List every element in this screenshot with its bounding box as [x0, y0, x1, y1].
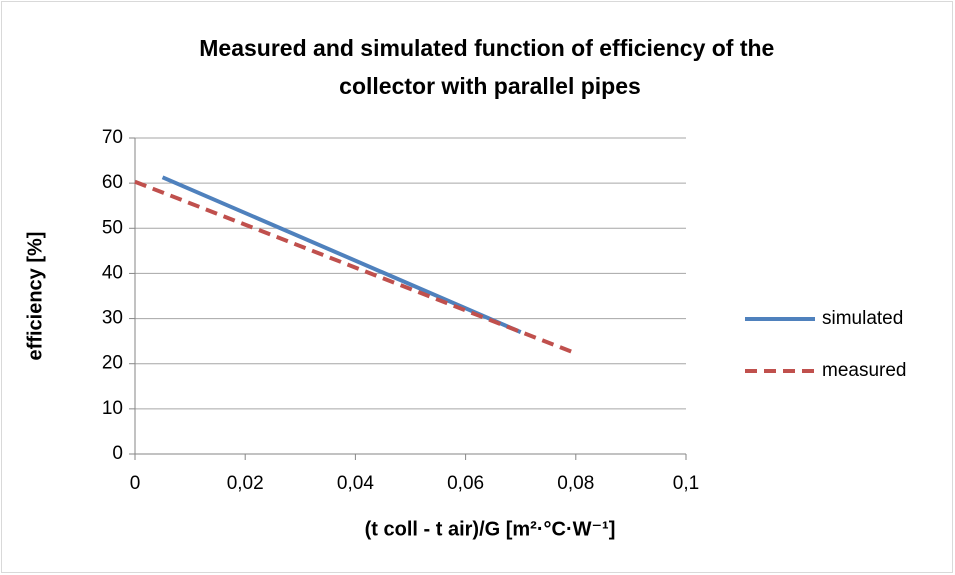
x-tick-label: 0,06 — [447, 473, 484, 494]
title-line: collector with parallel pipes — [339, 73, 641, 99]
data-line — [134, 179, 577, 356]
x-tick-label: 0,1 — [673, 473, 699, 494]
y-tick-label: 10 — [102, 398, 123, 419]
x-tick-label: 0 — [130, 473, 141, 494]
y-tick-label: 30 — [102, 308, 123, 329]
y-tick-label: 70 — [102, 127, 123, 148]
legend-label: measured — [822, 360, 907, 381]
y-axis-title: efficiency [%] — [24, 232, 46, 361]
x-axis-title: (t coll - t air)/G [m²·°C·W⁻¹] — [365, 518, 616, 540]
y-tick-label: 0 — [112, 443, 123, 464]
y-tick-label: 20 — [102, 353, 123, 374]
y-tick-label: 60 — [102, 172, 123, 193]
legend-label: simulated — [822, 308, 903, 329]
y-tick-label: 50 — [102, 217, 123, 238]
data-line — [161, 175, 522, 334]
title-line: Measured and simulated function of effic… — [199, 35, 780, 61]
chart-title: Measured and simulated function of effic… — [199, 35, 780, 99]
x-tick-label: 0,02 — [227, 473, 264, 494]
x-tick-label: 0,08 — [557, 473, 594, 494]
y-tick-label: 40 — [102, 262, 123, 283]
x-tick-label: 0,04 — [337, 473, 374, 494]
